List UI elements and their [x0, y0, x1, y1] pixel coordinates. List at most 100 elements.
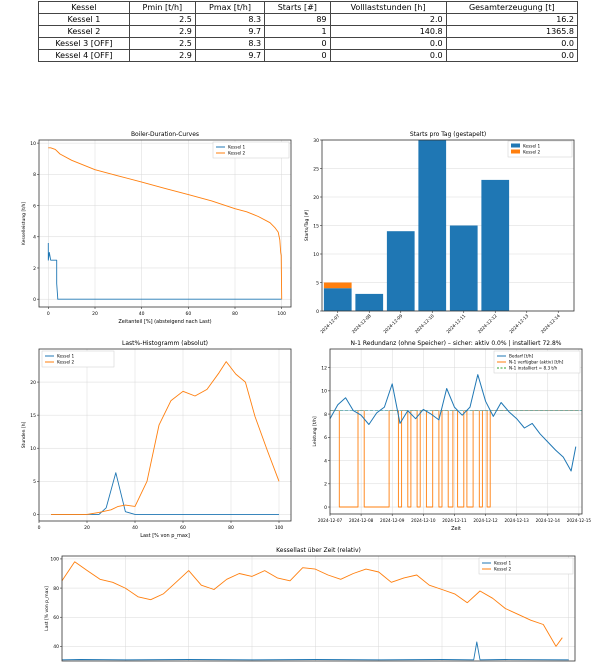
- x-tick-label: 60: [185, 311, 191, 317]
- legend-label: Kessel 1: [523, 144, 541, 149]
- legend-label: Kessel 1: [228, 145, 246, 150]
- y-tick-label: 2: [324, 482, 327, 488]
- legend-label: Kessel 2: [523, 150, 541, 155]
- y-tick-label: 2: [33, 266, 36, 272]
- y-axis-label: Leistung [t/h]: [312, 416, 318, 446]
- y-tick-label: 10: [321, 389, 327, 395]
- legend-label: Bedarf [t/h]: [509, 354, 534, 359]
- series-line-2: [61, 561, 563, 647]
- legend-box: [507, 140, 573, 158]
- cell-kessel: Kessel 3 [OFF]: [38, 37, 130, 50]
- bar-kessel-1: [481, 179, 510, 311]
- cell-pmax: 9.7: [194, 25, 266, 38]
- cell-starts: 1: [264, 25, 331, 38]
- legend-box: [478, 557, 574, 575]
- y-tick-label: 15: [30, 413, 36, 419]
- cell-volllaststunden: 140.8: [329, 25, 447, 38]
- y-tick-label: 0: [316, 309, 319, 315]
- load-chart: 40 60 80 100 Last [% von p_max] Kessellast üb…: [44, 547, 576, 662]
- legend-label: N-1 installiert = 8.3 t/h: [509, 366, 557, 371]
- cell-gesamterzeugung: 0.0: [445, 49, 579, 62]
- bar-kessel-1: [355, 293, 384, 311]
- x-tick-label: 20: [92, 311, 98, 317]
- cell-starts: 89: [264, 13, 331, 26]
- x-tick-label: 2024-12-07: [319, 313, 341, 335]
- series-line-demand: [329, 374, 577, 472]
- x-tick-label: 2024-12-07: [318, 518, 343, 523]
- y-axis-label: Kesselleistung [t/h]: [21, 202, 27, 245]
- x-tick-label: 2024-12-09: [380, 518, 405, 523]
- x-tick-label: 100: [277, 311, 286, 317]
- y-tick-label: 0: [33, 297, 36, 303]
- histogram-chart: 0 5 10 15 20 Stunden [h] 0 20 40 60 80 100 Last [% v…: [21, 340, 292, 539]
- x-tick-label: 2024-12-15: [567, 518, 592, 523]
- redundancy-chart: 0 2 4 6 8 10 12 Leistung [t/h] 2024-12-07 2024-12…: [312, 340, 592, 532]
- cell-volllaststunden: 0.0: [329, 37, 447, 50]
- cell-kessel: Kessel 2: [38, 25, 130, 38]
- y-tick-label: 20: [313, 195, 319, 201]
- legend-box: [493, 350, 581, 374]
- x-tick-label: 80: [228, 525, 234, 531]
- y-tick-label: 20: [30, 380, 36, 386]
- legend-label: Kessel 2: [494, 567, 512, 572]
- legend-box: [212, 141, 290, 159]
- cell-gesamterzeugung: 0.0: [445, 37, 579, 50]
- header-starts: Starts [#]: [264, 1, 331, 14]
- table-header-row: Kessel Pmin [t/h] Pmax [t/h] Starts [#] …: [38, 1, 579, 14]
- y-tick-label: 0: [324, 505, 327, 511]
- x-tick-label: 40: [139, 311, 145, 317]
- x-tick-label: 2024-12-12: [473, 518, 498, 523]
- y-tick-label: 5: [33, 479, 36, 485]
- x-tick-label: 2024-12-09: [382, 313, 404, 335]
- y-tick-label: 8: [33, 172, 36, 178]
- bar-kessel-2: [323, 282, 352, 289]
- cell-pmin: 2.5: [128, 37, 196, 50]
- y-tick-label: 4: [33, 235, 36, 241]
- legend-swatch: [511, 143, 520, 148]
- chart-title: Boiler-Duration-Curves: [131, 131, 199, 138]
- cell-kessel: Kessel 1: [38, 13, 130, 26]
- x-tick-label: 0: [38, 525, 41, 531]
- cell-gesamterzeugung: 16.2: [445, 13, 579, 26]
- y-tick-label: 6: [33, 203, 36, 209]
- cell-gesamterzeugung: 1365.8: [445, 25, 579, 38]
- cell-starts: 0: [264, 37, 331, 50]
- x-tick-label: 40: [132, 525, 138, 531]
- x-axis-label: Zeit: [451, 526, 461, 532]
- header-pmin: Pmin [t/h]: [128, 1, 196, 14]
- legend-box: [41, 350, 115, 368]
- y-tick-label: 4: [324, 458, 327, 464]
- x-tick-label: 2024-12-08: [349, 518, 374, 523]
- x-tick-label: 2024-12-13: [504, 518, 529, 523]
- plot-frame: [329, 348, 583, 515]
- table-row: Kessel 3 [OFF] 2.5 8.3 0 0.0 0.0: [38, 37, 579, 50]
- y-tick-label: 25: [313, 166, 319, 172]
- bar-kessel-1: [418, 140, 447, 311]
- y-tick-label: 10: [313, 252, 319, 258]
- x-tick-label: 2024-12-13: [508, 313, 530, 335]
- y-axis-label: Stunden [h]: [21, 421, 27, 448]
- cell-pmax: 8.3: [194, 37, 266, 50]
- header-pmax: Pmax [t/h]: [194, 1, 266, 14]
- y-tick-label: 80: [53, 586, 59, 592]
- y-tick-label: 40: [53, 644, 59, 650]
- header-gesamterzeugung: Gesamterzeugung [t]: [445, 1, 579, 14]
- series-line-2: [51, 361, 280, 515]
- legend-swatch: [511, 149, 520, 154]
- x-tick-label: 20: [84, 525, 90, 531]
- x-axis-label: Last [% von p_max]: [140, 533, 190, 539]
- legend-label: Kessel 1: [494, 561, 512, 566]
- x-axis-label: Zeitanteil [%] (absteigend nach Last): [118, 319, 211, 325]
- x-tick-label: 2024-12-08: [351, 313, 373, 335]
- y-tick-label: 10: [30, 141, 36, 147]
- cell-starts: 0: [264, 49, 331, 62]
- y-tick-label: 6: [324, 435, 327, 441]
- table-row: Kessel 2 2.9 9.7 1 140.8 1365.8: [38, 25, 579, 38]
- cell-kessel: Kessel 4 [OFF]: [38, 49, 130, 62]
- header-volllaststunden: Volllaststunden [h]: [329, 1, 447, 14]
- x-tick-label: 100: [275, 525, 284, 531]
- x-tick-label: 2024-12-10: [414, 313, 436, 335]
- y-tick-label: 10: [30, 446, 36, 452]
- legend-label: Kessel 1: [57, 354, 75, 359]
- x-tick-label: 2024-12-10: [411, 518, 436, 523]
